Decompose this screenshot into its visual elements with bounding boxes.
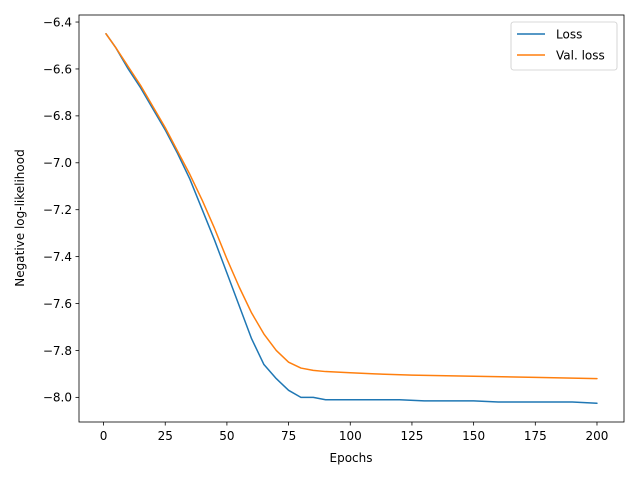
series-line-0: [105, 33, 598, 404]
y-tick-label: −7.6: [43, 297, 72, 311]
y-axis-label: Negative log-likelihood: [13, 149, 27, 286]
y-tick-label: −7.0: [43, 156, 72, 170]
legend: Loss Val. loss: [510, 21, 618, 71]
y-tick-label: −6.8: [43, 109, 72, 123]
x-tick-label: 150: [462, 429, 485, 443]
y-tick-label: −6.6: [43, 62, 72, 76]
legend-label-1: Val. loss: [556, 48, 605, 62]
axes: 0 25 50 75 100 125 150 175 200 −8.0 −7.8 −7.6 −7.4 −7…: [43, 14, 625, 443]
x-tick-label: 25: [158, 429, 173, 443]
x-tick-label: 0: [100, 429, 108, 443]
y-tick-label: −7.8: [43, 344, 72, 358]
x-tick-label: 50: [219, 429, 234, 443]
y-tick-label: −7.2: [43, 203, 72, 217]
x-tick-label: 75: [281, 429, 296, 443]
x-tick-label: 100: [339, 429, 362, 443]
y-tick-label: −8.0: [43, 391, 72, 405]
y-tick-label: −6.4: [43, 15, 72, 29]
x-tick-label: 125: [400, 429, 423, 443]
axes-frame: [78, 14, 625, 423]
x-axis-label: Epochs: [330, 451, 373, 465]
y-tick-label: −7.4: [43, 250, 72, 264]
plot-area: [105, 33, 598, 404]
legend-label-0: Loss: [556, 27, 582, 41]
series-line-1: [105, 33, 598, 380]
x-tick-label: 175: [524, 429, 547, 443]
x-tick-label: 200: [586, 429, 609, 443]
